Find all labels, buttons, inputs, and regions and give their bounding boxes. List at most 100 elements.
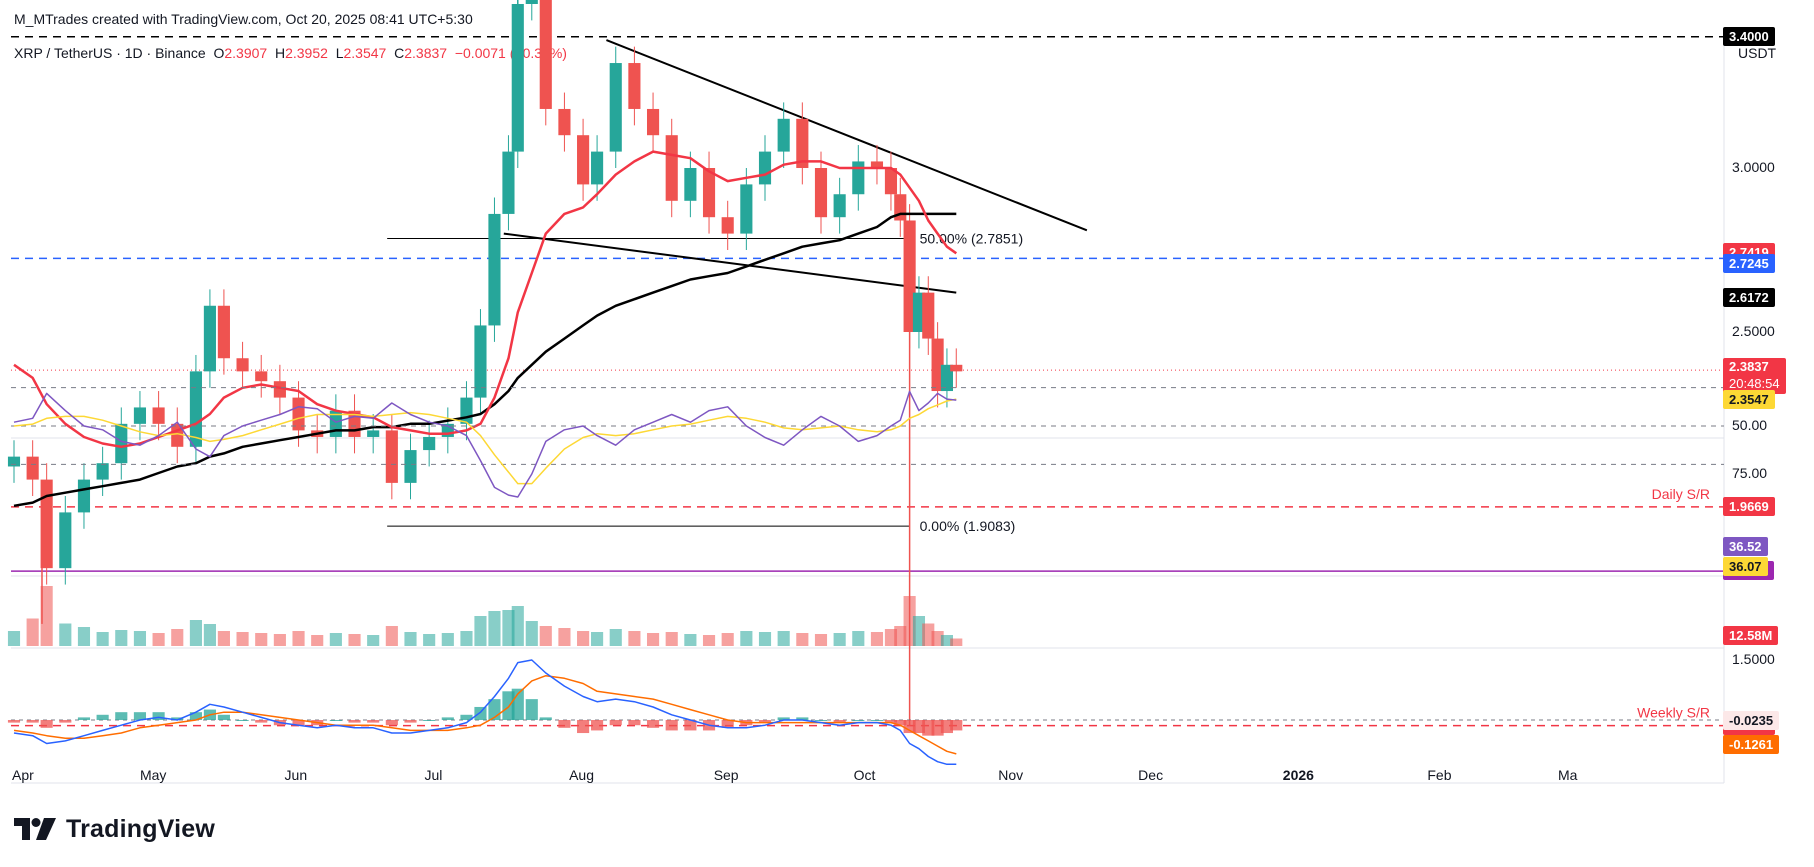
macd-histogram-bar — [665, 720, 678, 731]
rsi-line — [13, 390, 957, 498]
chart-credit: M_MTrades created with TradingView.com, … — [14, 11, 473, 27]
trendline-1 — [503, 232, 957, 294]
macd-histogram-bar — [884, 720, 898, 723]
volume-bar — [96, 632, 109, 646]
candle-body — [740, 184, 753, 234]
macd-histogram-bar — [894, 720, 907, 726]
volume-bar — [884, 629, 898, 646]
volume-bar — [488, 611, 501, 646]
candle-body — [884, 168, 898, 195]
candle-body — [870, 161, 884, 168]
ma200-line — [13, 212, 957, 508]
candle-body — [665, 135, 678, 201]
x-axis-tick-4: Aug — [569, 767, 594, 783]
macd-histogram-bar — [609, 720, 622, 726]
macd-histogram-bar — [329, 720, 342, 721]
change-value: −0.0071 (−0.30%) — [454, 45, 567, 61]
volume-bar — [591, 632, 604, 646]
level-tag-1-9669: 1.9669 — [1723, 496, 1775, 516]
volume-bar — [740, 631, 753, 646]
volume-bar — [502, 610, 515, 646]
high-label: H — [274, 45, 286, 61]
symbol-legend: XRP / TetherUS · 1D · Binance O2.3907 H2… — [14, 45, 567, 61]
open-value: 2.3907 — [224, 45, 268, 61]
candle-body — [236, 358, 249, 372]
fib-label-1: 50.00% (2.7851) — [920, 230, 1024, 246]
macd-histogram-bar — [96, 714, 109, 720]
candle-body — [558, 108, 571, 136]
volume-bar — [273, 634, 286, 646]
candle-body — [460, 397, 473, 424]
macd-signal-tag: -0.1261 — [1723, 735, 1780, 754]
rsi-ma-value-tag: 36.07 — [1723, 557, 1768, 576]
volume-bar — [217, 631, 230, 646]
macd-histogram-bar — [758, 720, 772, 723]
candle-body — [152, 407, 165, 424]
macd-histogram-bar — [591, 720, 604, 731]
volume-bar — [777, 631, 790, 646]
close-label: C — [394, 45, 405, 61]
tradingview-logo: TradingView — [14, 815, 215, 843]
candle-body — [912, 292, 926, 332]
rsi-axis-tick-1: 50.00 — [1732, 417, 1768, 433]
volume-bar — [311, 635, 324, 646]
macd-histogram-bar — [367, 720, 380, 723]
macd-histogram-bar — [912, 720, 926, 734]
candle-body — [684, 168, 697, 201]
macd-histogram-bar — [217, 714, 230, 720]
volume-bar — [833, 633, 846, 646]
candle-body — [833, 194, 846, 218]
volume-bar — [558, 628, 571, 646]
macd-line — [13, 659, 957, 766]
volume-bar — [115, 630, 128, 646]
volume-bar — [385, 626, 398, 646]
low-tag: 2.3547 — [1723, 389, 1775, 409]
x-axis-tick-9: 2026 — [1282, 767, 1314, 783]
volume-bar — [922, 623, 935, 646]
macd-signal-line — [13, 674, 957, 755]
macd-histogram-bar — [59, 720, 72, 723]
macd-histogram-bar — [292, 720, 305, 726]
volume-bar — [348, 634, 361, 646]
high-value: 2.3952 — [285, 45, 328, 61]
candle-body — [203, 305, 216, 372]
macd-histogram-bar — [115, 712, 128, 720]
volume-bar — [852, 631, 865, 646]
macd-histogram-bar — [152, 712, 165, 720]
candle-body — [292, 397, 305, 431]
low-label: L — [335, 45, 344, 61]
candle-body — [502, 151, 515, 214]
open-label: O — [213, 45, 225, 61]
x-axis-tick-2: Jun — [284, 767, 308, 783]
currency-unit[interactable]: USDT — [1738, 45, 1777, 61]
volume-bar — [931, 631, 944, 646]
macd-histogram-bar — [40, 720, 53, 728]
macd-histogram-bar — [348, 720, 361, 723]
symbol-label[interactable]: XRP / TetherUS · 1D · Binance — [14, 45, 206, 61]
volume-bar — [940, 635, 953, 646]
price-axis-tick-0: 3.0000 — [1732, 159, 1775, 175]
candle-body — [7, 456, 21, 467]
macd-histogram-bar — [950, 720, 963, 731]
candle-body — [852, 161, 865, 195]
volume-bar — [59, 623, 72, 646]
candle-body — [591, 151, 604, 185]
macd-histogram-bar — [460, 714, 473, 720]
rsi-value-tag: 36.52 — [1723, 537, 1768, 556]
candle-body — [758, 151, 772, 185]
x-axis-tick-10: Feb — [1427, 767, 1452, 783]
volume-bar — [460, 631, 473, 646]
candle-body — [721, 217, 734, 234]
volume-bar — [950, 638, 963, 646]
low-value: 2.3547 — [343, 45, 387, 61]
volume-bar — [189, 620, 202, 646]
macd-histogram-bar — [77, 717, 91, 720]
volume-bar — [609, 629, 622, 646]
volume-bar — [894, 626, 907, 646]
macd-histogram-bar — [931, 720, 944, 736]
candle-body — [423, 436, 436, 451]
candle-body — [628, 63, 641, 109]
macd-histogram-bar — [133, 712, 147, 720]
